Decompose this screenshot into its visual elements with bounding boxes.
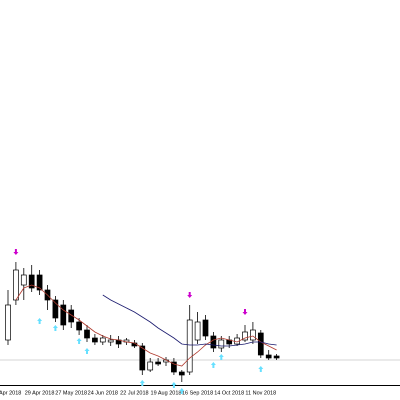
candle-body bbox=[210, 335, 217, 349]
x-tick-label: 22 Jul 2018 bbox=[120, 390, 148, 396]
up-arrow bbox=[210, 362, 216, 368]
candle-body bbox=[84, 329, 90, 339]
candle-body bbox=[20, 274, 27, 286]
up-arrow bbox=[76, 338, 82, 344]
down-arrow bbox=[13, 249, 19, 255]
x-tick-label: 29 Apr 2018 bbox=[25, 390, 55, 396]
candle-body bbox=[250, 329, 256, 341]
moving-average bbox=[102, 294, 277, 347]
candle-body bbox=[60, 304, 67, 326]
x-tick-label: 19 Aug 2018 bbox=[151, 390, 182, 396]
candle-body bbox=[139, 345, 146, 371]
candle-body bbox=[52, 299, 59, 319]
candle-body bbox=[5, 304, 11, 341]
up-arrow bbox=[37, 318, 43, 324]
candle-body bbox=[194, 321, 201, 341]
candle-body bbox=[242, 331, 248, 341]
candle-body bbox=[218, 339, 225, 349]
up-arrow bbox=[218, 354, 224, 360]
candle-body bbox=[257, 332, 264, 356]
candle-body bbox=[202, 319, 209, 337]
candle-body bbox=[92, 337, 98, 343]
down-arrow bbox=[187, 292, 193, 298]
up-arrow bbox=[52, 325, 58, 331]
up-arrow bbox=[84, 348, 90, 354]
up-arrow bbox=[258, 366, 264, 372]
candle-body bbox=[273, 355, 280, 359]
x-tick-label: 14 Oct 2018 bbox=[214, 390, 244, 396]
up-arrow bbox=[171, 382, 177, 388]
x-tick-label: 11 Nov 2018 bbox=[245, 390, 276, 396]
candle-body bbox=[107, 339, 114, 343]
up-arrow bbox=[139, 380, 145, 386]
x-tick-label: 27 May 2018 bbox=[55, 390, 87, 396]
down-arrow bbox=[242, 309, 248, 315]
candle-body bbox=[178, 371, 185, 376]
up-arrow bbox=[179, 388, 185, 394]
candle-body bbox=[28, 274, 35, 289]
candle-body bbox=[76, 321, 82, 331]
moving-average bbox=[15, 284, 277, 367]
x-tick-label: 16 Sep 2018 bbox=[182, 390, 213, 396]
x-tick-label: 1 Apr 2018 bbox=[0, 390, 21, 396]
candle-body bbox=[68, 309, 75, 323]
candle-body bbox=[155, 361, 161, 365]
candle-body bbox=[36, 274, 43, 291]
candle-body bbox=[13, 269, 19, 301]
candle-body bbox=[99, 337, 106, 343]
candle-body bbox=[186, 319, 193, 373]
candle-body bbox=[171, 361, 177, 373]
x-tick-label: 24 Jun 2018 bbox=[88, 390, 118, 396]
candle-body bbox=[147, 361, 154, 371]
candle-body bbox=[265, 354, 272, 359]
